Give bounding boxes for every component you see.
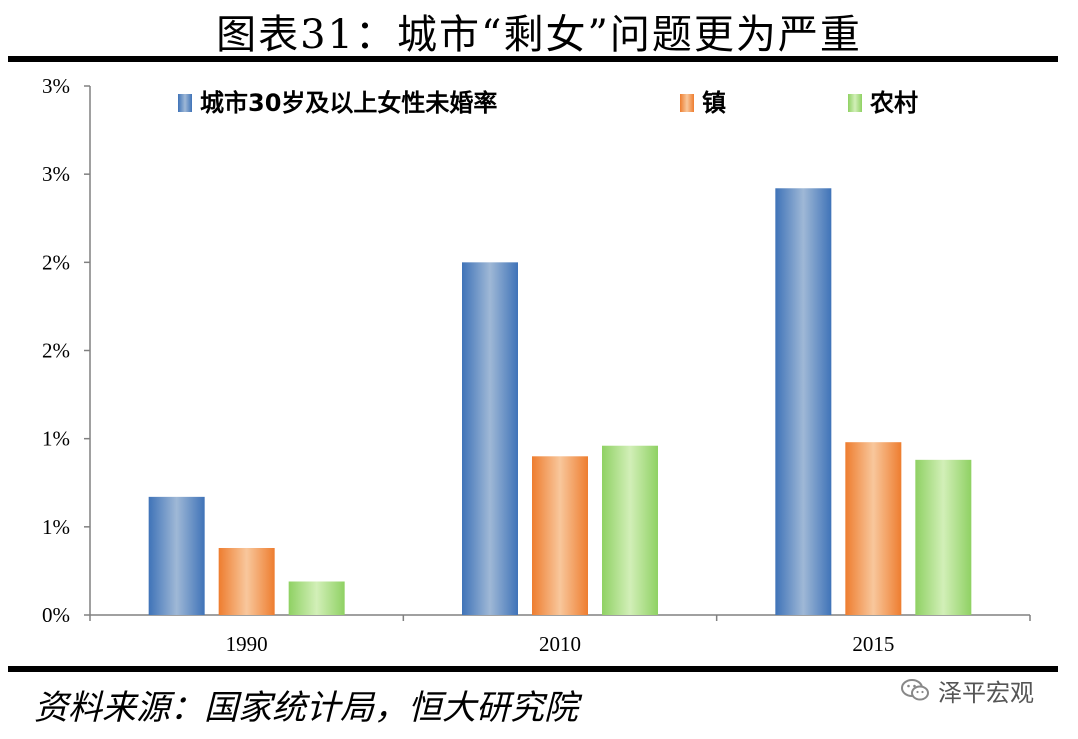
y-tick-label: 3% bbox=[42, 162, 70, 186]
y-tick-label: 3% bbox=[42, 74, 70, 98]
source-note: 资料来源：国家统计局，恒大研究院 bbox=[34, 688, 578, 728]
bar-green-1990 bbox=[288, 581, 345, 615]
legend-label-green: 农村 bbox=[869, 89, 918, 117]
bar-orange-2010 bbox=[532, 456, 588, 615]
y-tick-label: 0% bbox=[42, 603, 70, 627]
bar-blue-2015 bbox=[775, 188, 832, 616]
legend-label-blue: 城市30岁及以上女性未婚率 bbox=[200, 89, 497, 117]
bar-green-2010 bbox=[602, 445, 658, 615]
watermark: 泽平宏观 bbox=[900, 672, 1034, 708]
bar-orange-2015 bbox=[845, 442, 902, 615]
x-tick-label: 2015 bbox=[852, 632, 894, 656]
y-tick-label: 1% bbox=[42, 427, 70, 451]
wechat-icon bbox=[901, 679, 929, 701]
legend-swatch-green bbox=[848, 94, 862, 112]
x-tick-label: 1990 bbox=[226, 632, 268, 656]
bar-blue-2010 bbox=[462, 262, 518, 615]
y-tick-label: 2% bbox=[42, 339, 70, 363]
x-tick-label: 2010 bbox=[539, 632, 581, 656]
y-tick-label: 1% bbox=[42, 515, 70, 539]
y-tick-label: 2% bbox=[42, 250, 70, 274]
bar-orange-1990 bbox=[218, 547, 275, 615]
bar-blue-1990 bbox=[148, 496, 205, 615]
watermark-text: 泽平宏观 bbox=[938, 678, 1034, 707]
legend-swatch-orange bbox=[680, 94, 694, 112]
legend-label-orange: 镇 bbox=[702, 89, 726, 117]
bar-green-2015 bbox=[915, 459, 972, 615]
top-rule bbox=[8, 56, 1058, 62]
bottom-rule bbox=[8, 666, 1058, 672]
chart-title: 图表31：城市“剩女”问题更为严重 bbox=[216, 12, 862, 58]
legend-swatch-blue bbox=[178, 94, 192, 112]
